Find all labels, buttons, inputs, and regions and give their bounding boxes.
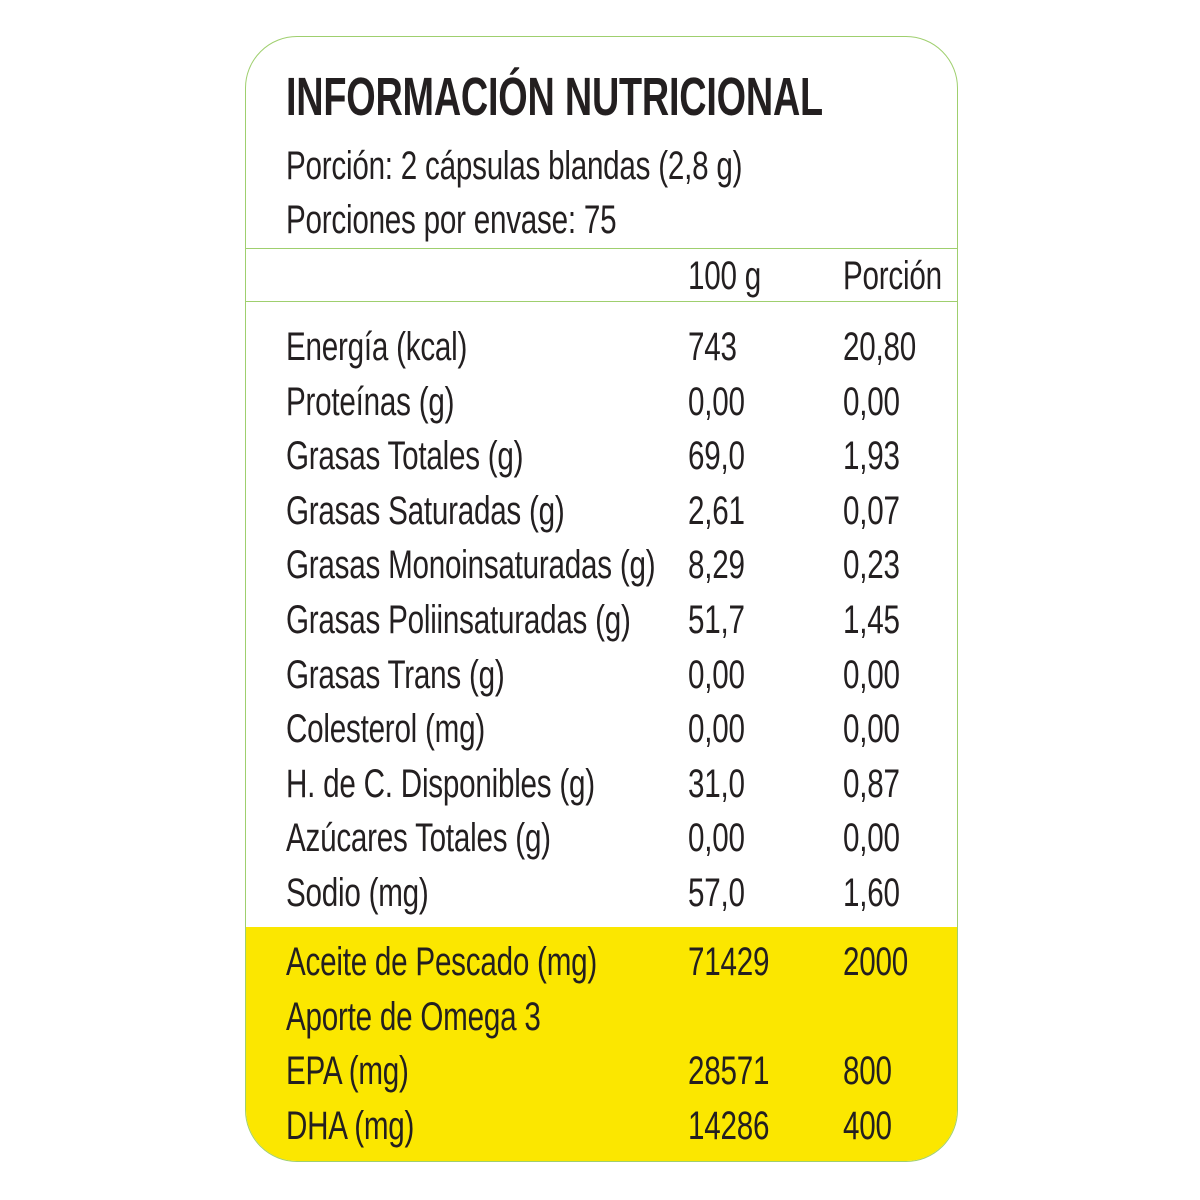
value-portion: 1,60: [843, 870, 900, 915]
value-portion: 0,00: [843, 652, 900, 697]
table-row: Grasas Poliinsaturadas (g) 51,7 1,45: [246, 593, 957, 648]
nutrient-name: Grasas Monoinsaturadas (g): [286, 543, 656, 588]
table-row: Proteínas (g) 0,00 0,00: [246, 375, 957, 430]
value-100g: 31,0: [688, 761, 745, 806]
value-portion: 0,23: [843, 543, 900, 588]
value-100g: 57,0: [688, 870, 745, 915]
label-title: INFORMACIÓN NUTRICIONAL: [286, 67, 823, 127]
table-row: Azúcares Totales (g) 0,00 0,00: [246, 811, 957, 866]
value-portion: 400: [843, 1103, 892, 1148]
value-portion: 20,80: [843, 325, 916, 369]
nutrient-name: EPA (mg): [286, 1049, 409, 1094]
nutrient-name: Colesterol (mg): [286, 707, 485, 752]
servings-per-container: Porciones por envase: 75: [286, 198, 617, 242]
nutrient-name: DHA (mg): [286, 1103, 415, 1148]
value-portion: 1,93: [843, 434, 900, 479]
value-portion: 2000: [843, 940, 908, 984]
table-row: Colesterol (mg) 0,00 0,00: [246, 702, 957, 757]
nutrient-name: Grasas Saturadas (g): [286, 488, 565, 533]
column-header-100g: 100 g: [688, 254, 761, 298]
value-portion: 0,07: [843, 488, 900, 533]
value-100g: 0,00: [688, 379, 745, 424]
nutrient-name: Aceite de Pescado (mg): [286, 940, 598, 984]
nutrient-name: Proteínas (g): [286, 379, 455, 424]
nutrient-name: Sodio (mg): [286, 870, 429, 915]
value-portion: 0,00: [843, 816, 900, 861]
table-row: DHA (mg) 14286 400: [246, 1099, 957, 1154]
value-100g: 28571: [688, 1049, 770, 1094]
value-100g: 8,29: [688, 543, 745, 588]
nutrient-name: Energía (kcal): [286, 325, 468, 369]
divider-top: [246, 248, 957, 249]
column-header-portion: Porción: [843, 254, 942, 298]
value-100g: 0,00: [688, 707, 745, 752]
value-100g: 51,7: [688, 597, 745, 642]
value-100g: 2,61: [688, 488, 745, 533]
value-portion: 0,00: [843, 379, 900, 424]
table-row: Grasas Totales (g) 69,0 1,93: [246, 429, 957, 484]
table-row: Aporte de Omega 3: [246, 990, 957, 1045]
nutrient-name: Grasas Totales (g): [286, 434, 524, 479]
table-row: EPA (mg) 28571 800: [246, 1044, 957, 1099]
nutrient-name: H. de C. Disponibles (g): [286, 761, 595, 806]
value-100g: 0,00: [688, 816, 745, 861]
nutrient-name: Azúcares Totales (g): [286, 816, 551, 861]
value-portion: 800: [843, 1049, 892, 1094]
divider-header: [246, 301, 957, 302]
value-portion: 1,45: [843, 597, 900, 642]
nutrient-table: Energía (kcal) 743 20,80 Proteínas (g) 0…: [246, 320, 957, 921]
value-100g: 69,0: [688, 434, 745, 479]
value-100g: 0,00: [688, 652, 745, 697]
nutrient-name: Aporte de Omega 3: [286, 994, 541, 1039]
table-row: Aceite de Pescado (mg) 71429 2000: [246, 935, 957, 990]
table-row: Grasas Monoinsaturadas (g) 8,29 0,23: [246, 538, 957, 593]
value-100g: 71429: [688, 940, 770, 984]
value-100g: 743: [688, 325, 737, 369]
nutrient-name: Grasas Poliinsaturadas (g): [286, 597, 631, 642]
table-row: Grasas Trans (g) 0,00 0,00: [246, 648, 957, 703]
nutrient-name: Grasas Trans (g): [286, 652, 505, 697]
table-row: Grasas Saturadas (g) 2,61 0,07: [246, 484, 957, 539]
table-row: Sodio (mg) 57,0 1,60: [246, 866, 957, 921]
value-portion: 0,00: [843, 707, 900, 752]
table-row: Energía (kcal) 743 20,80: [246, 320, 957, 375]
nutrition-facts-label: INFORMACIÓN NUTRICIONAL Porción: 2 cápsu…: [245, 36, 958, 1162]
value-portion: 0,87: [843, 761, 900, 806]
omega-highlight-section: Aceite de Pescado (mg) 71429 2000 Aporte…: [246, 927, 957, 1161]
serving-size: Porción: 2 cápsulas blandas (2,8 g): [286, 144, 743, 188]
value-100g: 14286: [688, 1103, 770, 1148]
table-row: H. de C. Disponibles (g) 31,0 0,87: [246, 757, 957, 812]
